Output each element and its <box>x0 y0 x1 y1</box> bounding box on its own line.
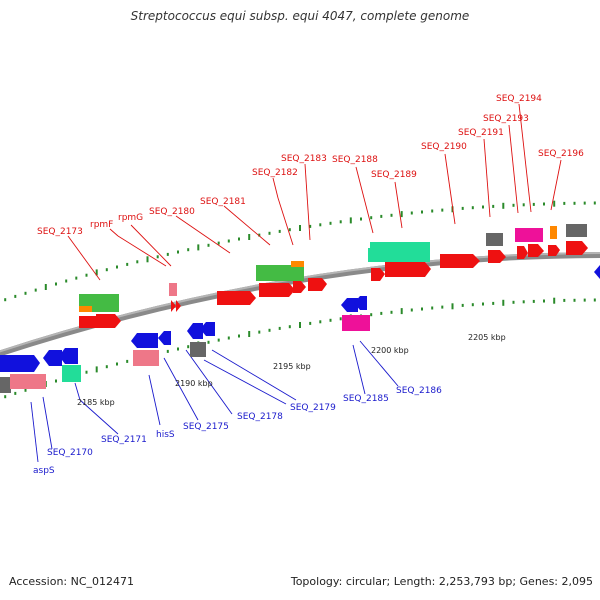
gene-orange[interactable] <box>79 306 92 312</box>
gene-red-arrow[interactable] <box>488 250 506 263</box>
gene-red-arrow[interactable] <box>440 254 480 268</box>
gene-label[interactable]: SEQ_2179 <box>290 403 336 413</box>
gene-red-arrow[interactable] <box>371 268 385 281</box>
leader-lines <box>30 103 562 463</box>
gene-red-arrow[interactable] <box>528 244 544 257</box>
scale-label: 2200 kbp <box>371 346 409 355</box>
gene-red-arrow[interactable] <box>96 314 121 328</box>
gene-red-arrow[interactable] <box>293 281 306 293</box>
gene-label[interactable]: SEQ_2170 <box>47 448 93 458</box>
gene-blue-arrow[interactable] <box>131 333 158 348</box>
scale-label: 2190 kbp <box>175 379 213 388</box>
scale-label: 2205 kbp <box>468 333 506 342</box>
gene-red-arrow[interactable] <box>385 262 431 277</box>
outer-gene-track <box>79 224 588 328</box>
gene-label[interactable]: SEQ_2191 <box>458 128 504 138</box>
gene-label[interactable]: SEQ_2190 <box>421 142 467 152</box>
gene-label[interactable]: hisS <box>156 430 175 440</box>
top-leader-lines <box>67 103 562 281</box>
gene-pink[interactable] <box>133 350 159 366</box>
gene-label[interactable]: SEQ_2196 <box>538 149 584 159</box>
gene-pink[interactable] <box>169 283 177 296</box>
gene-red-arrow[interactable] <box>217 291 256 305</box>
gene-blue-arrow[interactable] <box>158 331 171 345</box>
gene-cyan[interactable] <box>62 365 81 382</box>
gene-red-arrow[interactable] <box>308 278 327 291</box>
gene-label[interactable]: rpmG <box>118 213 143 223</box>
gene-red-arrow[interactable] <box>79 316 100 328</box>
gene-pink[interactable] <box>10 374 46 389</box>
gene-cyan[interactable] <box>368 248 388 262</box>
gene-label[interactable]: SEQ_2193 <box>483 114 529 124</box>
bottom-gene-labels: aspS SEQ_2170 SEQ_2171 hisS SEQ_2175 SEQ… <box>33 386 442 476</box>
gene-label[interactable]: SEQ_2186 <box>396 386 442 396</box>
gene-label[interactable]: SEQ_2194 <box>496 94 542 104</box>
gene-orange[interactable] <box>550 226 557 239</box>
gene-blue-arrow[interactable] <box>354 296 367 310</box>
inner-gene-track <box>0 265 600 393</box>
gene-label[interactable]: SEQ_2175 <box>183 422 229 432</box>
gene-blue-arrow[interactable] <box>59 348 78 364</box>
gene-green[interactable] <box>79 294 119 306</box>
map-title: Streptococcus equi subsp. equi 4047, com… <box>130 9 470 23</box>
gene-label[interactable]: SEQ_2178 <box>237 412 283 422</box>
accession-label: Accession: NC_012471 <box>9 575 135 588</box>
gene-blue-arrow[interactable] <box>594 265 600 279</box>
gene-green[interactable] <box>256 265 304 281</box>
gene-green[interactable] <box>92 306 119 312</box>
gene-label[interactable]: rpmF <box>90 220 113 230</box>
gene-red-arrow[interactable] <box>548 245 560 256</box>
gene-label[interactable]: SEQ_2183 <box>281 154 327 164</box>
gene-grey[interactable] <box>190 342 206 357</box>
gene-orange[interactable] <box>291 261 304 267</box>
top-gene-labels: SEQ_2173 rpmF rpmG SEQ_2180 SEQ_2181 SEQ… <box>37 94 584 237</box>
bottom-leader-lines <box>30 340 399 463</box>
gene-magenta[interactable] <box>342 315 370 331</box>
gene-magenta[interactable] <box>515 228 543 242</box>
gene-grey[interactable] <box>566 224 587 237</box>
gene-blue-arrow[interactable] <box>187 323 203 339</box>
gene-label[interactable]: SEQ_2189 <box>371 170 417 180</box>
gene-label[interactable]: SEQ_2182 <box>252 168 298 178</box>
genome-summary: Topology: circular; Length: 2,253,793 bp… <box>290 575 593 588</box>
gene-blue-arrow[interactable] <box>200 322 215 336</box>
gene-grey[interactable] <box>0 377 11 393</box>
gene-grey[interactable] <box>486 233 503 246</box>
gene-red-arrow[interactable] <box>171 300 176 312</box>
scale-label: 2195 kbp <box>273 362 311 371</box>
gene-label[interactable]: aspS <box>33 466 55 476</box>
gene-label[interactable]: SEQ_2171 <box>101 435 147 445</box>
gene-label[interactable]: SEQ_2188 <box>332 155 378 165</box>
gene-blue-arrow[interactable] <box>341 298 358 312</box>
gene-blue-arrow[interactable] <box>0 355 40 372</box>
gene-blue-arrow[interactable] <box>43 350 62 366</box>
gene-red-arrow[interactable] <box>566 241 588 255</box>
gene-red-arrow[interactable] <box>259 283 295 297</box>
gene-label[interactable]: SEQ_2185 <box>343 394 389 404</box>
scale-labels: 2185 kbp 2190 kbp 2195 kbp 2200 kbp 2205… <box>77 333 506 407</box>
gene-red-arrow[interactable] <box>517 246 528 259</box>
gene-red-arrow[interactable] <box>176 300 181 312</box>
gene-label[interactable]: SEQ_2173 <box>37 227 83 237</box>
gene-label[interactable]: SEQ_2180 <box>149 207 195 217</box>
scale-label: 2185 kbp <box>77 398 115 407</box>
gene-label[interactable]: SEQ_2181 <box>200 197 246 207</box>
